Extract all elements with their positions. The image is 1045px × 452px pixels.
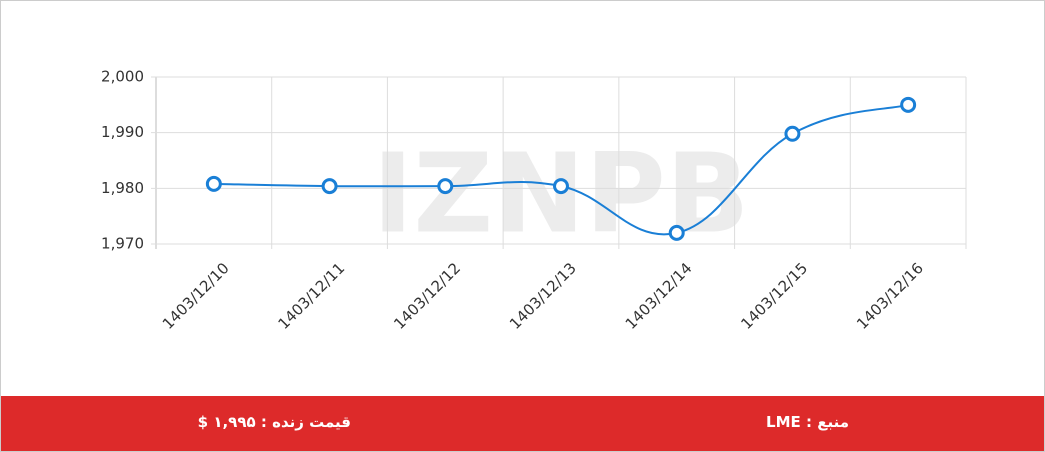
y-tick-label: 1,990	[101, 123, 144, 141]
source: منبع : LME	[766, 413, 849, 431]
x-tick-label: 1403/12/11	[275, 259, 349, 333]
x-tick-label: 1403/12/10	[159, 259, 233, 333]
footer: قیمت زنده : ۱,۹۹۵ $ منبع : LME	[1, 396, 1044, 451]
point	[321, 178, 338, 195]
x-tick-label: 1403/12/12	[390, 259, 464, 333]
x-tick-label: 1403/12/13	[506, 259, 580, 333]
point	[437, 178, 454, 195]
live-price: قیمت زنده : ۱,۹۹۵ $	[197, 413, 351, 431]
x-tick-label: 1403/12/15	[737, 259, 811, 333]
y-tick-label: 1,980	[101, 179, 144, 197]
point	[553, 178, 569, 195]
point	[900, 96, 917, 113]
x-tick-label: 1403/12/16	[853, 259, 927, 333]
y-tick-label: 2,000	[101, 68, 144, 86]
x-tick-label: 1403/12/14	[622, 259, 696, 333]
point	[668, 224, 685, 241]
point	[205, 175, 222, 192]
y-tick-label: 1,970	[101, 235, 144, 253]
point	[784, 125, 801, 142]
